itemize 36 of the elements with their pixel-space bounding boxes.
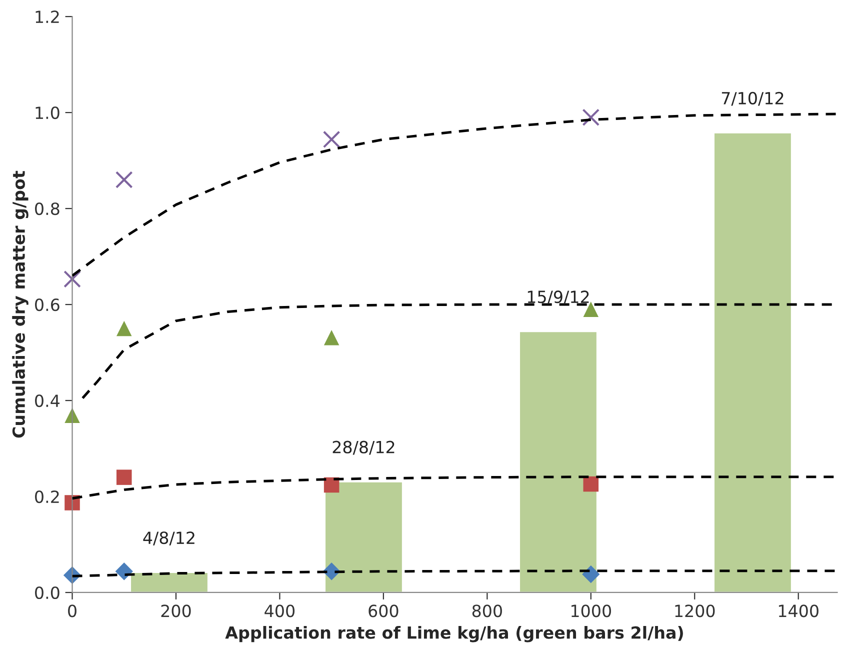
y-tick-label: 1.0 [36,106,60,120]
point [115,171,133,188]
y-axis-title: Cumulative dry matter g/pot [12,170,28,438]
bar [324,480,404,592]
y-tick-label: 0.2 [35,490,59,504]
annotation: 7/10/12 [722,92,784,106]
x-tick-label: 1200 [675,604,715,618]
x-tick-label: 400 [264,604,295,618]
bar [130,572,209,592]
point [116,470,132,485]
point [115,562,133,580]
point [324,330,340,346]
y-tick-label: 0.4 [35,394,60,408]
y-tick-label: 1.2 [36,10,59,23]
bar [713,132,792,592]
y-tick-label: 0.6 [35,298,60,312]
y-tick-label: 0.0 [35,586,60,600]
x-tick-label: 200 [161,604,191,618]
point [582,565,600,584]
y-tick-label: 0.8 [35,202,60,216]
point [583,476,599,492]
x-tick-label: 1400 [778,604,818,618]
point [322,130,340,148]
x-tick-label: 1000 [572,604,611,618]
line-series [72,112,838,277]
point [116,320,132,336]
point [64,270,81,288]
x-axis-title: Application rate of Lime kg/ha (green bars 2l/ha) [225,626,683,642]
point [582,108,600,126]
annotation: 28/8/12 [332,440,394,455]
x-tick-label: 800 [472,604,502,618]
x-tick-label: 0 [68,604,76,618]
annotation: 4/8/12 [143,531,194,546]
annotation: 15/9/12 [528,290,589,304]
x-tick-label: 600 [368,604,398,618]
bar [518,330,598,592]
